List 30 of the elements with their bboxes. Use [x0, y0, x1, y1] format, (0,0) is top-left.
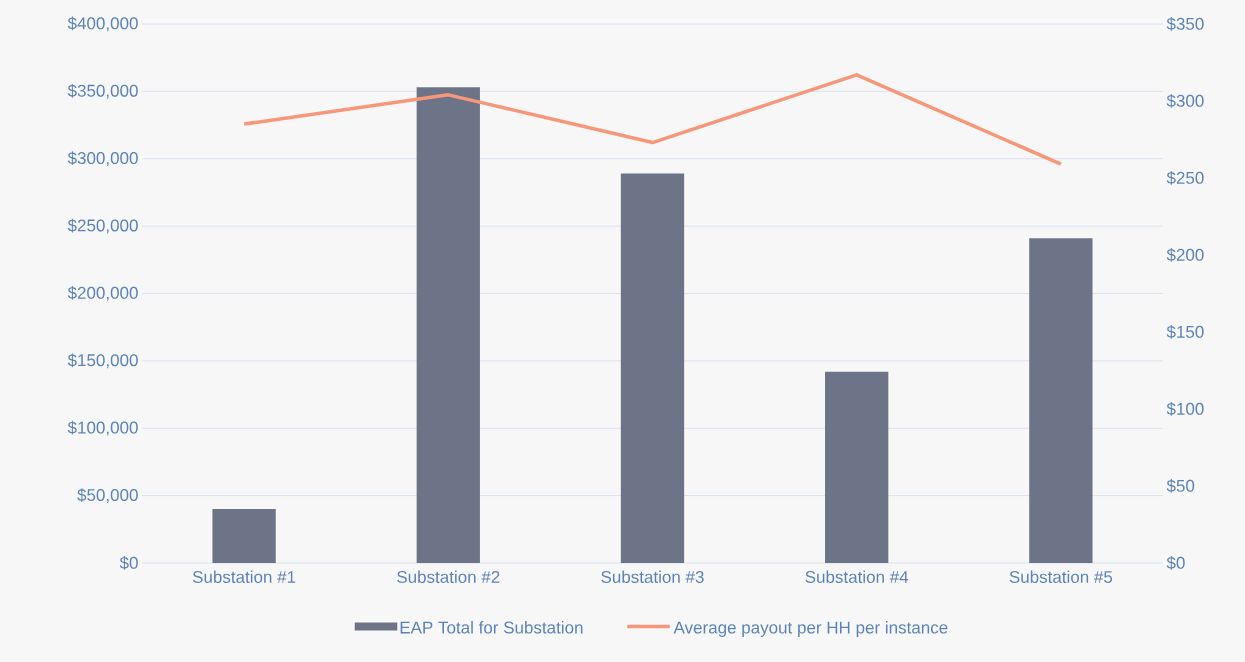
y2-tick-label: $150	[1166, 325, 1204, 339]
bar	[620, 173, 685, 563]
y2-tick-label: $300	[1166, 94, 1204, 108]
y-tick-label: $150,000	[67, 353, 138, 369]
y2-tick-label: $0	[1166, 556, 1185, 570]
y-tick-label: $200,000	[67, 286, 138, 301]
bar	[1029, 238, 1093, 563]
y-tick-label: $350,000	[67, 84, 138, 99]
x-tick-label: Substation #5	[1009, 570, 1113, 584]
y2-tick-label: $100	[1166, 402, 1204, 416]
legend-label: Average payout per HH per instance	[673, 621, 948, 637]
line-series	[242, 73, 1063, 166]
bar	[212, 509, 276, 563]
y2-tick-label: $50	[1166, 479, 1195, 493]
y-tick-label: $50,000	[77, 488, 138, 503]
y2-tick-label: $350	[1166, 17, 1204, 31]
legend-label: EAP Total for Substation	[400, 621, 583, 634]
bar	[416, 87, 480, 563]
x-tick-label: Substation #1	[192, 570, 296, 584]
y-tick-label: $300,000	[67, 151, 138, 167]
x-tick-label: Substation #3	[601, 570, 704, 584]
x-tick-label: Substation #4	[805, 570, 909, 584]
y-tick-label: $0	[119, 556, 138, 570]
y2-tick-label: $250	[1166, 171, 1204, 185]
y-tick-label: $400,000	[67, 16, 138, 32]
bar	[825, 371, 889, 563]
y2-tick-label: $200	[1166, 248, 1204, 262]
y-tick-label: $250,000	[67, 218, 138, 234]
x-tick-label: Substation #2	[397, 570, 500, 584]
y-tick-label: $100,000	[67, 420, 138, 436]
